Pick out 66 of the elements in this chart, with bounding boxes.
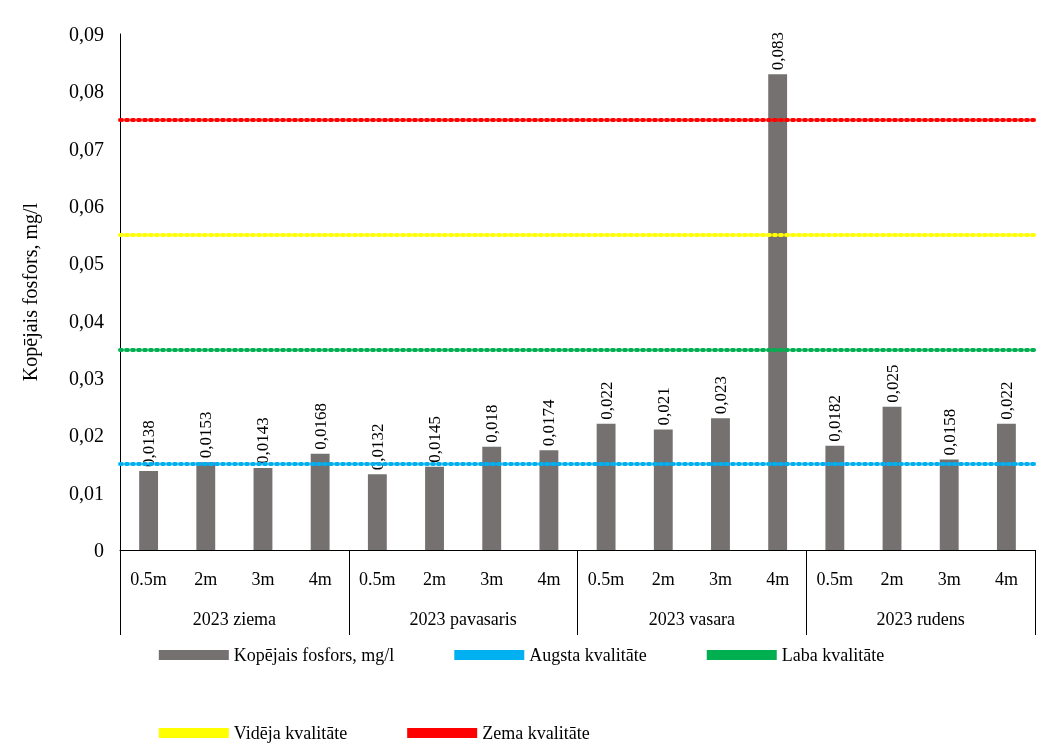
data-label: 0,0158: [939, 408, 959, 456]
x-tick-label: 4m: [308, 569, 332, 589]
x-tick-label: 2m: [423, 569, 447, 589]
data-label: 0,025: [882, 364, 902, 403]
y-tick-label: 0,08: [69, 80, 104, 103]
bar: [939, 459, 959, 550]
y-tick-label: 0,07: [69, 137, 104, 160]
data-label: 0,0143: [253, 417, 273, 465]
legend-label: Vidēja kvalitāte: [233, 723, 348, 743]
data-label: 0,023: [710, 375, 730, 415]
y-tick-label: 0,03: [69, 367, 104, 389]
data-label: 0,0145: [425, 416, 445, 463]
bar: [882, 406, 902, 550]
x-tick-label: 2m: [194, 569, 218, 589]
data-label: 0,021: [653, 387, 673, 426]
y-tick-label: 0,02: [69, 424, 104, 447]
bar: [196, 462, 216, 550]
text: 2023 vasara: [648, 609, 736, 629]
y-tick-label: 0,05: [69, 252, 104, 275]
bar: [253, 468, 273, 550]
bar: [367, 474, 387, 550]
legend-label: Zema kvalitāte: [482, 723, 590, 743]
legend-label: Augsta kvalitāte: [529, 645, 647, 665]
data-label: 0,0168: [310, 402, 330, 450]
bar: [825, 445, 845, 550]
bar: [482, 446, 502, 550]
data-label: 0,0182: [825, 394, 845, 442]
legend-label: Laba kvalitāte: [781, 645, 885, 665]
x-tick-label: 3m: [937, 569, 961, 589]
data-label: 0,0153: [196, 411, 216, 459]
text: 2023 pavasaris: [409, 609, 517, 629]
y-tick-label: 0,04: [69, 309, 104, 332]
y-tick-label: 0: [94, 539, 104, 561]
y-tick-label: 0,09: [69, 23, 104, 45]
y-tick-label: 0,01: [69, 481, 104, 504]
text: 2023 ziema: [192, 609, 277, 629]
data-label: 0,022: [596, 381, 616, 420]
x-tick-label: 3m: [480, 569, 504, 589]
legend-label: Kopējais fosfors, mg/l: [233, 645, 395, 665]
data-label: 0,0174: [539, 398, 559, 447]
bar: [139, 470, 159, 550]
x-tick-label: 2m: [880, 569, 904, 589]
bar: [425, 466, 444, 550]
text: 2023 rudens: [876, 609, 965, 629]
x-tick-label: 4m: [994, 569, 1018, 589]
x-tick-label: 0.5m: [816, 569, 854, 589]
bar: [310, 453, 330, 550]
bar: [653, 429, 673, 550]
y-axis-title: Kopējais fosfors, mg/l: [19, 202, 42, 382]
x-tick-label: 2m: [651, 569, 675, 589]
x-tick-label: 0.5m: [359, 569, 396, 589]
bar: [539, 450, 559, 550]
bar: [596, 423, 616, 550]
x-tick-label: 4m: [537, 569, 561, 589]
x-tick-label: 0.5m: [587, 569, 625, 589]
x-tick-label: 3m: [251, 569, 275, 589]
x-tick-label: 0.5m: [130, 569, 167, 589]
x-tick-label: 4m: [766, 569, 790, 589]
data-label: 0,083: [768, 31, 788, 71]
data-label: 0,018: [482, 404, 502, 443]
y-tick-label: 0,06: [69, 195, 104, 217]
x-tick-label: 3m: [708, 569, 732, 589]
bar: [996, 423, 1016, 550]
bar: [711, 418, 730, 550]
data-label: 0,022: [996, 381, 1016, 420]
bar: [768, 74, 788, 550]
